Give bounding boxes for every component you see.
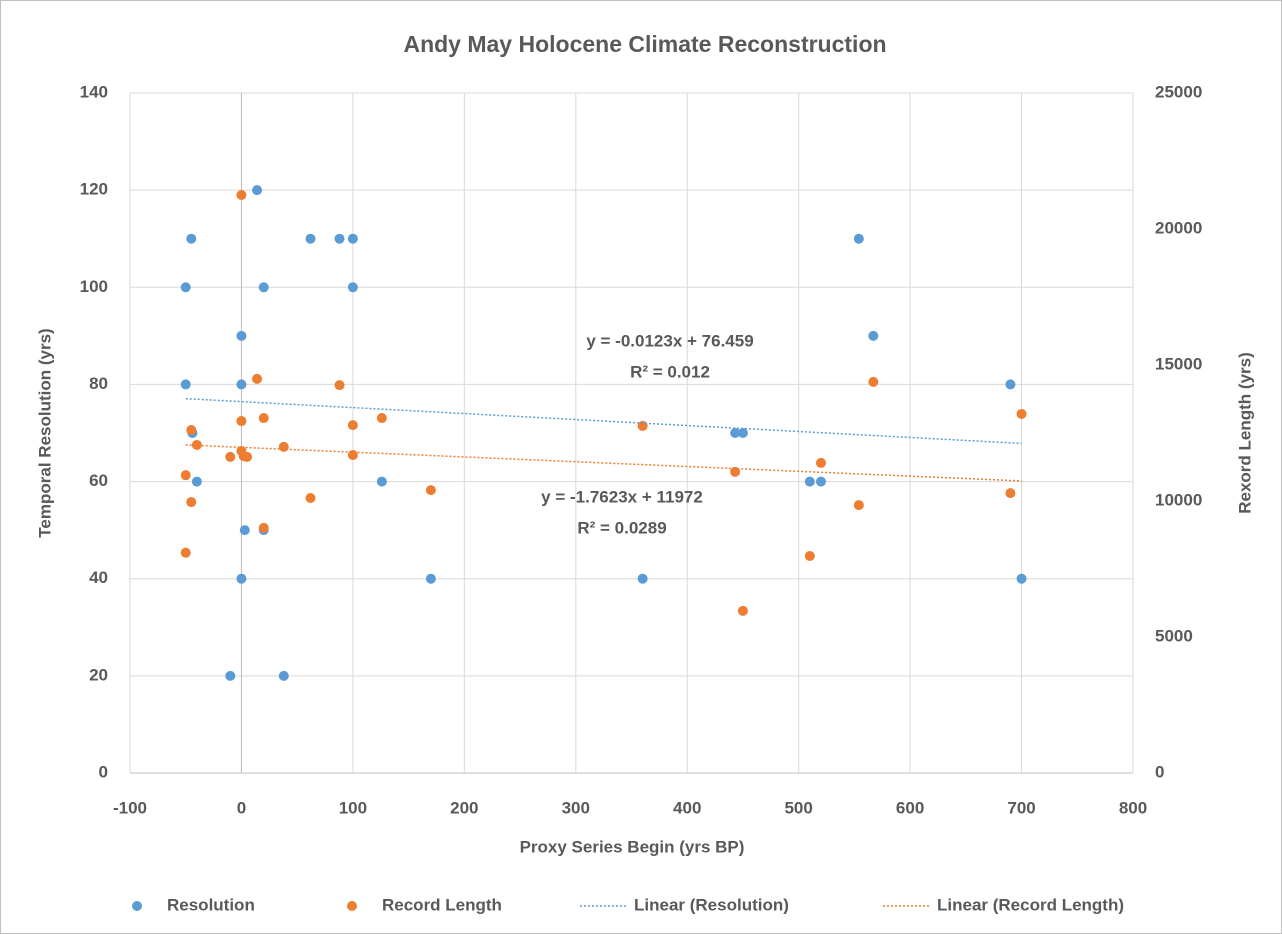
y2-tick-label: 5000 (1155, 626, 1193, 645)
point (347, 420, 358, 431)
x-tick-label: 500 (784, 798, 812, 817)
x-tick-label: 300 (562, 798, 590, 817)
point (258, 522, 269, 533)
point (225, 670, 236, 681)
trend-r-squared: R² = 0.012 (630, 362, 710, 381)
point (425, 485, 436, 496)
legend-marker (347, 901, 357, 911)
y-tick-label: 80 (89, 374, 108, 393)
x-tick-label: 800 (1119, 798, 1147, 817)
legend-label: Linear (Resolution) (634, 895, 789, 914)
trend-r-squared: R² = 0.0289 (577, 518, 666, 537)
point (347, 233, 358, 244)
point (278, 670, 289, 681)
point (347, 282, 358, 293)
x-tick-label: 600 (896, 798, 924, 817)
point (258, 413, 269, 424)
point (305, 493, 316, 504)
point (236, 416, 247, 427)
y2-tick-label: 15000 (1155, 354, 1202, 373)
point (868, 376, 879, 387)
point (242, 451, 253, 462)
y2-tick-label: 20000 (1155, 218, 1202, 237)
point (236, 190, 247, 200)
point (815, 476, 826, 487)
chart-title: Andy May Holocene Climate Reconstruction (403, 31, 886, 57)
trendline (185, 397, 1022, 445)
point (730, 428, 741, 438)
point (236, 573, 247, 584)
x-tick-label: -100 (113, 798, 147, 817)
y2-tick-label: 10000 (1155, 490, 1202, 509)
x-axis-title: Proxy Series Begin (yrs BP) (520, 837, 745, 856)
x-tick-label: 0 (237, 798, 246, 817)
point (180, 547, 191, 558)
point (180, 282, 191, 293)
y-axis-title: Temporal Resolution (yrs) (35, 328, 54, 537)
trendline (185, 444, 1022, 482)
point (737, 605, 748, 616)
point (1005, 379, 1016, 390)
y-tick-label: 40 (89, 568, 108, 587)
y-tick-label: 120 (80, 180, 108, 199)
x-tick-label: 400 (673, 798, 701, 817)
trend-equation: y = -1.7623x + 11972 (541, 487, 703, 506)
point (815, 457, 826, 468)
point (305, 233, 316, 244)
point (191, 476, 202, 487)
point (278, 441, 289, 452)
point (425, 573, 436, 584)
point (186, 497, 197, 508)
point (1016, 408, 1027, 419)
y-tick-label: 0 (99, 762, 108, 781)
point (252, 373, 263, 384)
y2-axis-title: Rexord Length (yrs) (1235, 352, 1254, 514)
legend-label: Record Length (382, 895, 502, 914)
point (637, 573, 648, 584)
legend-label: Linear (Record Length) (937, 895, 1124, 914)
legend-label: Resolution (167, 895, 255, 914)
point (180, 379, 191, 390)
point (1005, 488, 1016, 499)
point (804, 550, 815, 561)
point (258, 282, 269, 293)
point (853, 233, 864, 244)
point (252, 185, 263, 196)
point (236, 330, 247, 341)
y-tick-label: 140 (80, 82, 108, 101)
point (225, 451, 236, 462)
y2-tick-label: 25000 (1155, 82, 1202, 101)
point (180, 470, 191, 481)
point (239, 525, 250, 536)
x-tick-label: 200 (450, 798, 478, 817)
y2-tick-label: 0 (1155, 762, 1164, 781)
point (868, 330, 879, 341)
point (186, 425, 197, 436)
point (853, 500, 864, 511)
point (334, 380, 345, 391)
y-tick-label: 100 (80, 277, 108, 296)
point (804, 476, 815, 487)
point (376, 413, 387, 424)
point (334, 233, 345, 244)
point (737, 428, 748, 438)
x-tick-label: 100 (339, 798, 367, 817)
y-tick-label: 60 (89, 471, 108, 490)
trend-equation: y = -0.0123x + 76.459 (586, 331, 753, 350)
point (1016, 573, 1027, 584)
point (376, 476, 387, 487)
legend-marker (132, 901, 142, 911)
point (186, 233, 197, 244)
y-tick-label: 20 (89, 665, 108, 684)
point (236, 379, 247, 390)
point (191, 439, 202, 450)
point (347, 450, 358, 461)
x-tick-label: 700 (1007, 798, 1035, 817)
